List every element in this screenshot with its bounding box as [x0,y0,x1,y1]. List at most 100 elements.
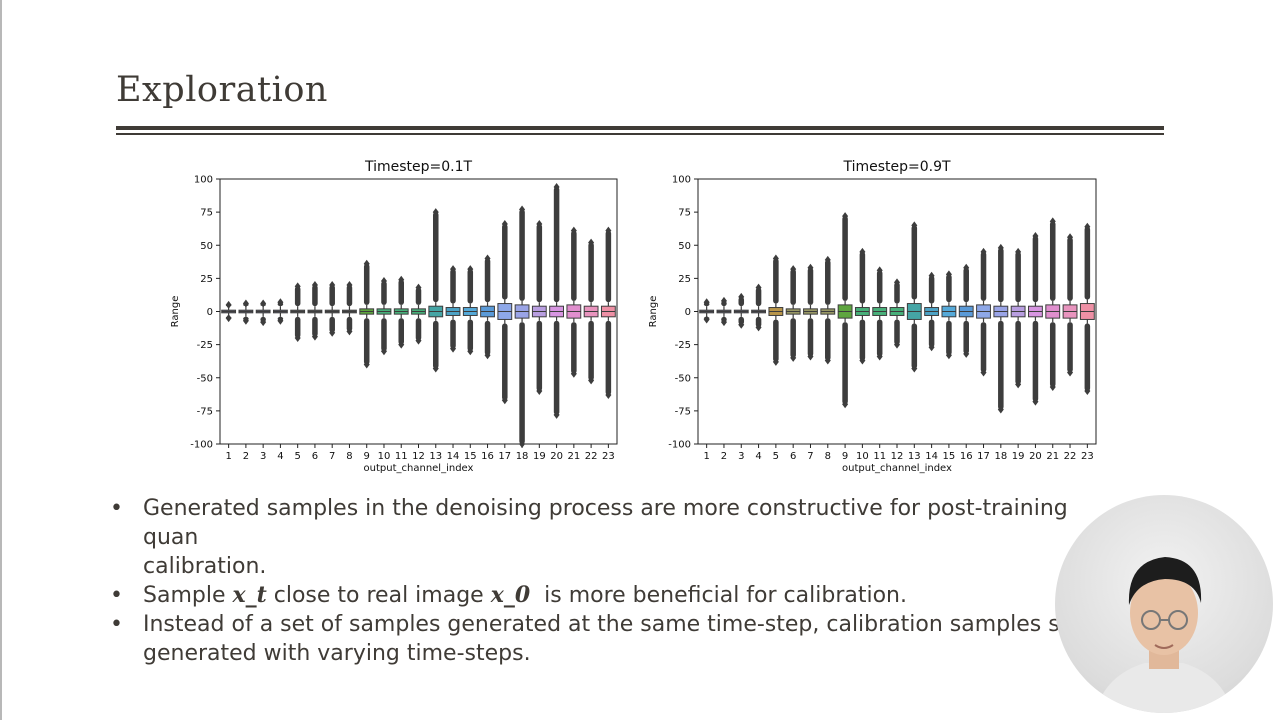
presenter-webcam [1055,495,1273,713]
y-tick-label: -25 [675,340,691,351]
outlier-band-upper [363,263,370,305]
outlier-marker [1015,247,1022,256]
bullet-text: Sample [143,583,233,608]
outlier-marker [380,347,387,356]
x-tick-label: 11 [395,451,408,462]
outlier-marker [911,364,918,373]
outlier-band-upper [1067,237,1073,301]
outlier-marker [876,352,883,361]
outlier-band-upper [571,230,577,301]
outlier-marker [755,323,762,332]
outlier-marker [703,298,710,307]
x-tick-label: 3 [738,451,744,462]
outlier-marker [260,299,267,308]
math-x-t: x_t [232,582,267,608]
x-tick-label: 14 [447,451,460,462]
outlier-marker [346,327,353,336]
x-tick-label: 3 [260,451,266,462]
outlier-band-upper [963,267,969,303]
outlier-band-lower [346,316,353,332]
outlier-marker [790,265,797,274]
outlier-band-upper [773,258,779,304]
outlier-band-upper [484,258,491,303]
outlier-band-lower [1015,320,1021,385]
outlier-marker [432,208,439,217]
outlier-marker [519,440,526,448]
x-tick-label: 1 [703,451,709,462]
x-tick-label: 19 [1012,451,1025,462]
x-tick-label: 21 [1046,451,1059,462]
y-tick-label: -50 [675,373,691,384]
x-tick-label: 7 [807,451,813,462]
outlier-marker [536,387,543,395]
outlier-marker [1084,387,1091,395]
outlier-band-lower [807,318,814,357]
x-tick-label: 17 [498,451,511,462]
outlier-marker [570,369,577,378]
y-tick-label: 75 [200,208,213,219]
outlier-marker [536,220,543,229]
outlier-marker [980,368,987,377]
outlier-marker [242,316,249,325]
outlier-marker [980,247,987,256]
outlier-band-upper [1032,235,1039,303]
outlier-marker [911,221,918,230]
x-tick-label: 1 [225,451,231,462]
x-axis-label: output_channel_index [364,463,474,474]
outlier-band-lower [1032,320,1039,402]
bullet-item-3: • Instead of a set of samples generated … [110,610,1110,668]
x-tick-label: 15 [943,451,956,462]
outlier-band-lower [519,322,525,444]
outlier-band-upper [1049,221,1056,301]
outlier-band-lower [980,322,987,373]
outlier-marker [1032,231,1039,240]
outlier-band-lower [1084,323,1091,391]
outlier-band-lower [588,320,594,381]
y-tick-label: 0 [685,307,691,318]
outlier-band-upper [825,259,831,305]
presenter-webcam-icon [1095,557,1233,713]
outlier-band-lower [467,319,474,352]
y-tick-label: -25 [197,340,213,351]
outlier-band-lower [398,318,405,345]
x-tick-label: 16 [960,451,973,462]
y-tick-label: 25 [678,274,691,285]
x-tick-label: 2 [243,451,249,462]
outlier-band-upper [1084,226,1091,300]
outlier-marker [1067,368,1074,377]
title-rule-thick [116,126,1164,130]
outlier-marker [450,265,457,274]
bullet-text: close to real image [266,583,491,608]
outlier-marker [415,336,422,345]
outlier-marker [772,357,779,366]
outlier-band-upper [467,269,474,304]
x-tick-label: 9 [842,451,848,462]
x-tick-label: 4 [277,451,283,462]
outlier-band-upper [807,267,814,305]
outlier-marker [842,400,849,409]
outlier-band-lower [876,319,883,357]
x-tick-label: 10 [378,451,391,462]
outlier-marker [720,318,727,327]
outlier-band-upper [553,186,560,303]
outlier-marker [484,351,491,360]
outlier-marker [398,340,405,349]
x-tick-label: 12 [891,451,904,462]
x-tick-label: 23 [1081,451,1094,462]
x-tick-label: 20 [550,451,563,462]
x-tick-label: 8 [346,451,352,462]
outlier-marker [807,263,814,272]
outlier-marker [824,255,831,264]
outlier-band-upper [588,242,594,303]
outlier-marker [1032,397,1039,406]
outlier-marker [467,265,474,274]
outlier-marker [1015,380,1022,389]
x-axis-label: output_channel_index [842,463,952,474]
x-tick-label: 17 [977,451,990,462]
outlier-band-upper [605,230,612,303]
bullet-item-2: • Sample x_t close to real image x_0 is … [110,581,1110,610]
outlier-band-upper [859,251,866,304]
bullet-symbol: • [110,612,123,637]
outlier-marker [859,247,866,256]
x-tick-label: 11 [873,451,886,462]
